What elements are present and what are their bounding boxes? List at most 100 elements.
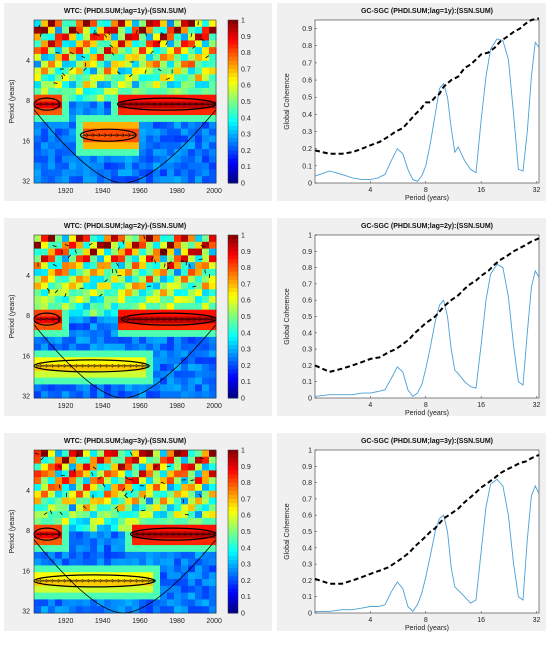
heatmap-cell <box>69 490 77 499</box>
heatmap-cell <box>195 121 203 130</box>
phase-arrow-head <box>129 579 133 583</box>
heatmap-cell <box>153 255 161 263</box>
heatmap-cell <box>153 497 161 505</box>
heatmap-cell <box>153 67 161 75</box>
wtc-panel-lag2: WTC: (PHDI.SUM;lag=2y)-(SSN.SUM) Period (… <box>4 218 272 416</box>
heatmap-cell <box>125 20 133 28</box>
heatmap-cell <box>104 282 112 290</box>
heatmap-cell <box>41 606 49 614</box>
heatmap-cell <box>118 504 126 512</box>
heatmap-cell <box>76 511 84 519</box>
heatmap-cell <box>34 545 42 553</box>
heatmap-cell <box>195 384 203 392</box>
heatmap-cell <box>153 599 161 607</box>
phase-arrow-head <box>39 317 43 321</box>
phase-arrow <box>141 509 146 512</box>
phase-arrow <box>93 30 96 34</box>
heatmap-cell <box>55 275 63 284</box>
heatmap-cell <box>209 60 217 69</box>
heatmap-cell <box>181 504 189 512</box>
phase-arrow-head <box>81 364 85 368</box>
heatmap-cell <box>76 545 84 553</box>
heatmap-cell <box>69 531 77 539</box>
heatmap-cell <box>146 565 154 573</box>
y-tick-label: 32 <box>22 179 30 186</box>
heatmap-cell <box>160 26 168 35</box>
heatmap-cell <box>181 115 189 123</box>
heatmap-cell <box>125 606 133 614</box>
phase-arrow-head <box>196 532 199 536</box>
heatmap-cell <box>104 26 112 35</box>
heatmap-cell <box>160 176 168 184</box>
heatmap-cell <box>34 81 42 89</box>
heatmap-cell <box>41 364 49 372</box>
heatmap-cell <box>188 517 196 526</box>
phase-arrow-head <box>157 317 160 321</box>
colorbar-segment <box>228 146 238 151</box>
phase-arrow <box>154 259 156 264</box>
heatmap-cell <box>90 241 98 250</box>
heatmap-cell <box>195 357 203 365</box>
heatmap-cell <box>132 497 140 505</box>
heatmap-cell <box>62 309 70 317</box>
heatmap-cell <box>55 47 63 55</box>
heatmap-cell <box>181 176 189 184</box>
heatmap-cell <box>209 384 217 392</box>
x-tick-label: 16 <box>477 187 485 194</box>
heatmap-cell <box>41 370 49 379</box>
phase-arrow-head <box>189 102 192 106</box>
heatmap-cell <box>132 357 140 365</box>
phase-arrow <box>153 464 157 469</box>
heatmap-cell <box>167 74 175 82</box>
heatmap-cell <box>104 370 112 379</box>
heatmap-cell <box>69 26 77 35</box>
heatmap-cell <box>153 81 161 89</box>
heatmap-cell <box>160 235 168 243</box>
heatmap-cell <box>160 377 168 385</box>
phase-arrow-head <box>87 579 91 583</box>
colorbar-segment <box>228 316 238 322</box>
heatmap-cell <box>160 483 168 492</box>
phase-arrow <box>200 244 205 248</box>
phase-arrow <box>166 465 171 468</box>
phase-arrow-head <box>51 317 55 321</box>
heatmap-cell <box>111 302 119 311</box>
heatmap-cell <box>167 255 175 263</box>
heatmap-cell <box>41 255 49 263</box>
heatmap-cell <box>188 101 196 109</box>
heatmap-cell <box>55 579 63 587</box>
heatmap-cell <box>118 323 126 331</box>
heatmap-cell <box>174 262 182 270</box>
colorbar-segment <box>228 239 238 244</box>
chart-title: GC-SGC (PHDI.SUM;lag=3y):(SSN.SUM) <box>361 438 493 445</box>
colorbar-segment <box>228 287 238 293</box>
heatmap-cell <box>132 60 140 69</box>
heatmap-cell <box>34 336 42 345</box>
heatmap-cell <box>55 262 63 270</box>
heatmap-cell <box>153 531 161 539</box>
phase-arrow <box>52 263 57 267</box>
heatmap-cell <box>174 316 182 324</box>
phase-arrow-head <box>57 102 61 106</box>
heatmap-cell <box>118 483 126 492</box>
heatmap-cell <box>153 490 161 499</box>
heatmap-cell <box>202 599 210 607</box>
heatmap-cell <box>195 94 203 102</box>
heatmap-cell <box>146 60 154 69</box>
heatmap-cell <box>55 350 63 358</box>
heatmap-cell <box>209 504 217 512</box>
heatmap-cell <box>76 357 84 365</box>
phase-arrow-head <box>183 102 186 106</box>
colorbar-tick-label: 0 <box>241 611 245 618</box>
heatmap-cell <box>188 255 196 263</box>
heatmap-cell <box>90 268 98 277</box>
heatmap-cell <box>174 142 182 150</box>
heatmap-cell <box>69 384 77 392</box>
heatmap-cell <box>202 169 210 177</box>
heatmap-cell <box>34 477 42 485</box>
heatmap-cell <box>76 135 84 143</box>
heatmap-cell <box>125 364 133 372</box>
heatmap-cell <box>83 599 91 607</box>
heatmap-cell <box>153 128 161 136</box>
x-tick-label: 2000 <box>206 188 222 195</box>
